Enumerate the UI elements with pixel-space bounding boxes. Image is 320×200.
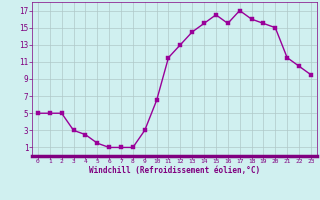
X-axis label: Windchill (Refroidissement éolien,°C): Windchill (Refroidissement éolien,°C) [89,166,260,175]
